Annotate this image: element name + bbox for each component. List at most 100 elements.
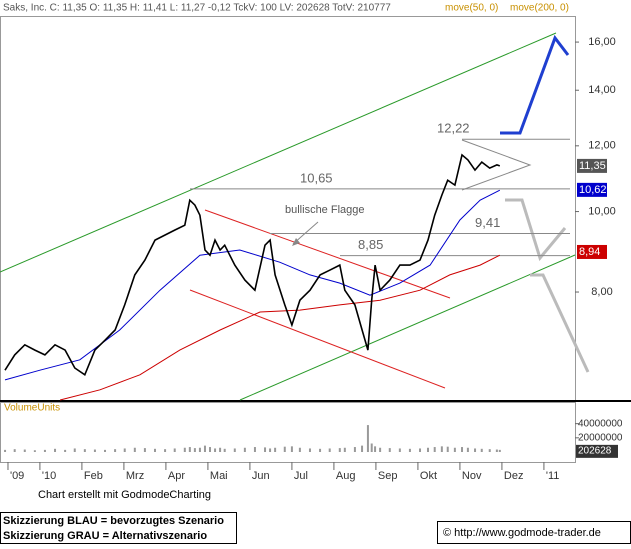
x-tick-label: Sep <box>378 470 398 482</box>
volume-bar <box>233 448 236 452</box>
volume-bar <box>219 447 222 452</box>
volume-bar <box>419 448 422 452</box>
triangle <box>461 139 532 191</box>
volume-bar <box>440 446 443 452</box>
trend-channel <box>239 254 576 401</box>
flag-line <box>204 209 451 299</box>
volume-bar <box>308 448 311 452</box>
volume-bar <box>214 448 217 452</box>
volume-bar <box>198 447 201 452</box>
scenario-grey <box>530 273 590 373</box>
volume-bar <box>223 448 226 452</box>
volume-bar <box>298 447 301 452</box>
volume-tick-label: 20000000 <box>578 432 623 443</box>
value-tag <box>577 244 607 259</box>
volume-bar <box>498 449 501 452</box>
volume-bar <box>370 443 373 452</box>
scenario-grey <box>505 198 567 262</box>
x-tick-label: Aug <box>336 470 356 482</box>
y-tick-label: 8,00 <box>591 286 612 298</box>
credit: Chart erstellt mit GodmodeCharting <box>38 489 211 501</box>
volume-tick-label: 40000000 <box>578 418 623 429</box>
volume-bar <box>283 446 286 452</box>
volume-bar <box>54 448 57 452</box>
volume-bar <box>264 447 267 452</box>
x-tick-label: '09 <box>10 470 24 482</box>
flag-line <box>189 289 446 389</box>
value-tag <box>576 444 618 458</box>
value-tag <box>577 182 607 197</box>
volume-bar <box>433 447 436 452</box>
volume-bar <box>488 449 491 452</box>
value-tag-label: 202628 <box>578 445 612 456</box>
x-tick-label: Okt <box>420 470 437 482</box>
volume-bar <box>495 449 498 452</box>
level-label: 10,65 <box>300 170 333 185</box>
volume-bar <box>203 445 206 452</box>
value-tag-label: 11,35 <box>579 160 606 172</box>
volume-bar <box>104 449 107 452</box>
note: Skizzierung GRAU = Alternativszenario <box>3 530 207 542</box>
x-tick-label: Feb <box>84 470 103 482</box>
x-tick-label: Mrz <box>126 470 144 482</box>
volume-bar <box>338 448 341 452</box>
series-line <box>4 153 501 377</box>
volume-bar <box>164 449 167 452</box>
volume-bar <box>398 448 401 452</box>
indicator-label: move(50, 0) <box>445 3 498 14</box>
volume-bar <box>353 447 356 452</box>
volume-bar <box>188 447 191 452</box>
x-tick-label: Nov <box>462 470 482 482</box>
volume-bar <box>23 449 26 452</box>
volume-bar <box>388 448 391 452</box>
value-tag <box>577 158 607 173</box>
level-label: 12,22 <box>437 121 470 136</box>
volume-bar <box>366 425 369 452</box>
y-tick-label: 12,00 <box>588 140 616 152</box>
volume-bar <box>374 446 377 452</box>
volume-bar <box>361 445 364 452</box>
y-tick-label: 14,00 <box>588 84 616 96</box>
volume-bar <box>328 448 331 452</box>
annotation: bullische Flagge <box>285 204 365 216</box>
y-tick-label: 10,00 <box>588 205 616 217</box>
level-label: 9,41 <box>475 215 500 230</box>
volume-bar <box>64 449 67 452</box>
value-tag-label: 10,62 <box>579 184 607 196</box>
volume-frame <box>0 402 576 463</box>
volume-bar <box>426 447 429 452</box>
volume-bar <box>93 449 96 452</box>
value-tag-label: 8,94 <box>579 246 600 258</box>
volume-bar <box>83 449 86 452</box>
series-line <box>59 254 501 401</box>
x-tick-label: Apr <box>168 470 185 482</box>
volume-bar <box>269 448 272 452</box>
arrow-head <box>292 238 300 246</box>
x-tick-label: '11 <box>546 470 560 482</box>
volume-bar <box>123 448 126 452</box>
scenario-blue <box>500 34 570 135</box>
volume-bar <box>33 450 36 452</box>
volume-bar <box>379 447 382 452</box>
chart-title: Saks, Inc. C: 11,35 O: 11,35 H: 11,41 L:… <box>3 3 391 14</box>
volume-bar <box>183 447 186 452</box>
x-tick-label: Dez <box>504 470 524 482</box>
volume-bar <box>461 447 464 452</box>
volume-title: VolumeUnits <box>4 403 60 414</box>
note-box <box>0 512 237 544</box>
volume-bar <box>73 448 76 452</box>
indicator-label: move(200, 0) <box>510 3 569 14</box>
source: © http://www.godmode-trader.de <box>443 527 601 539</box>
volume-bar <box>466 447 469 452</box>
trend-channel <box>0 32 557 273</box>
volume-bar <box>446 446 449 452</box>
volume-bar <box>153 448 156 452</box>
x-tick-label: Mai <box>210 470 228 482</box>
volume-bar <box>243 447 246 452</box>
volume-bar <box>253 447 256 452</box>
volume-bar <box>173 448 176 452</box>
volume-bar <box>133 447 136 452</box>
volume-bar <box>290 446 293 452</box>
volume-bar <box>13 449 16 452</box>
